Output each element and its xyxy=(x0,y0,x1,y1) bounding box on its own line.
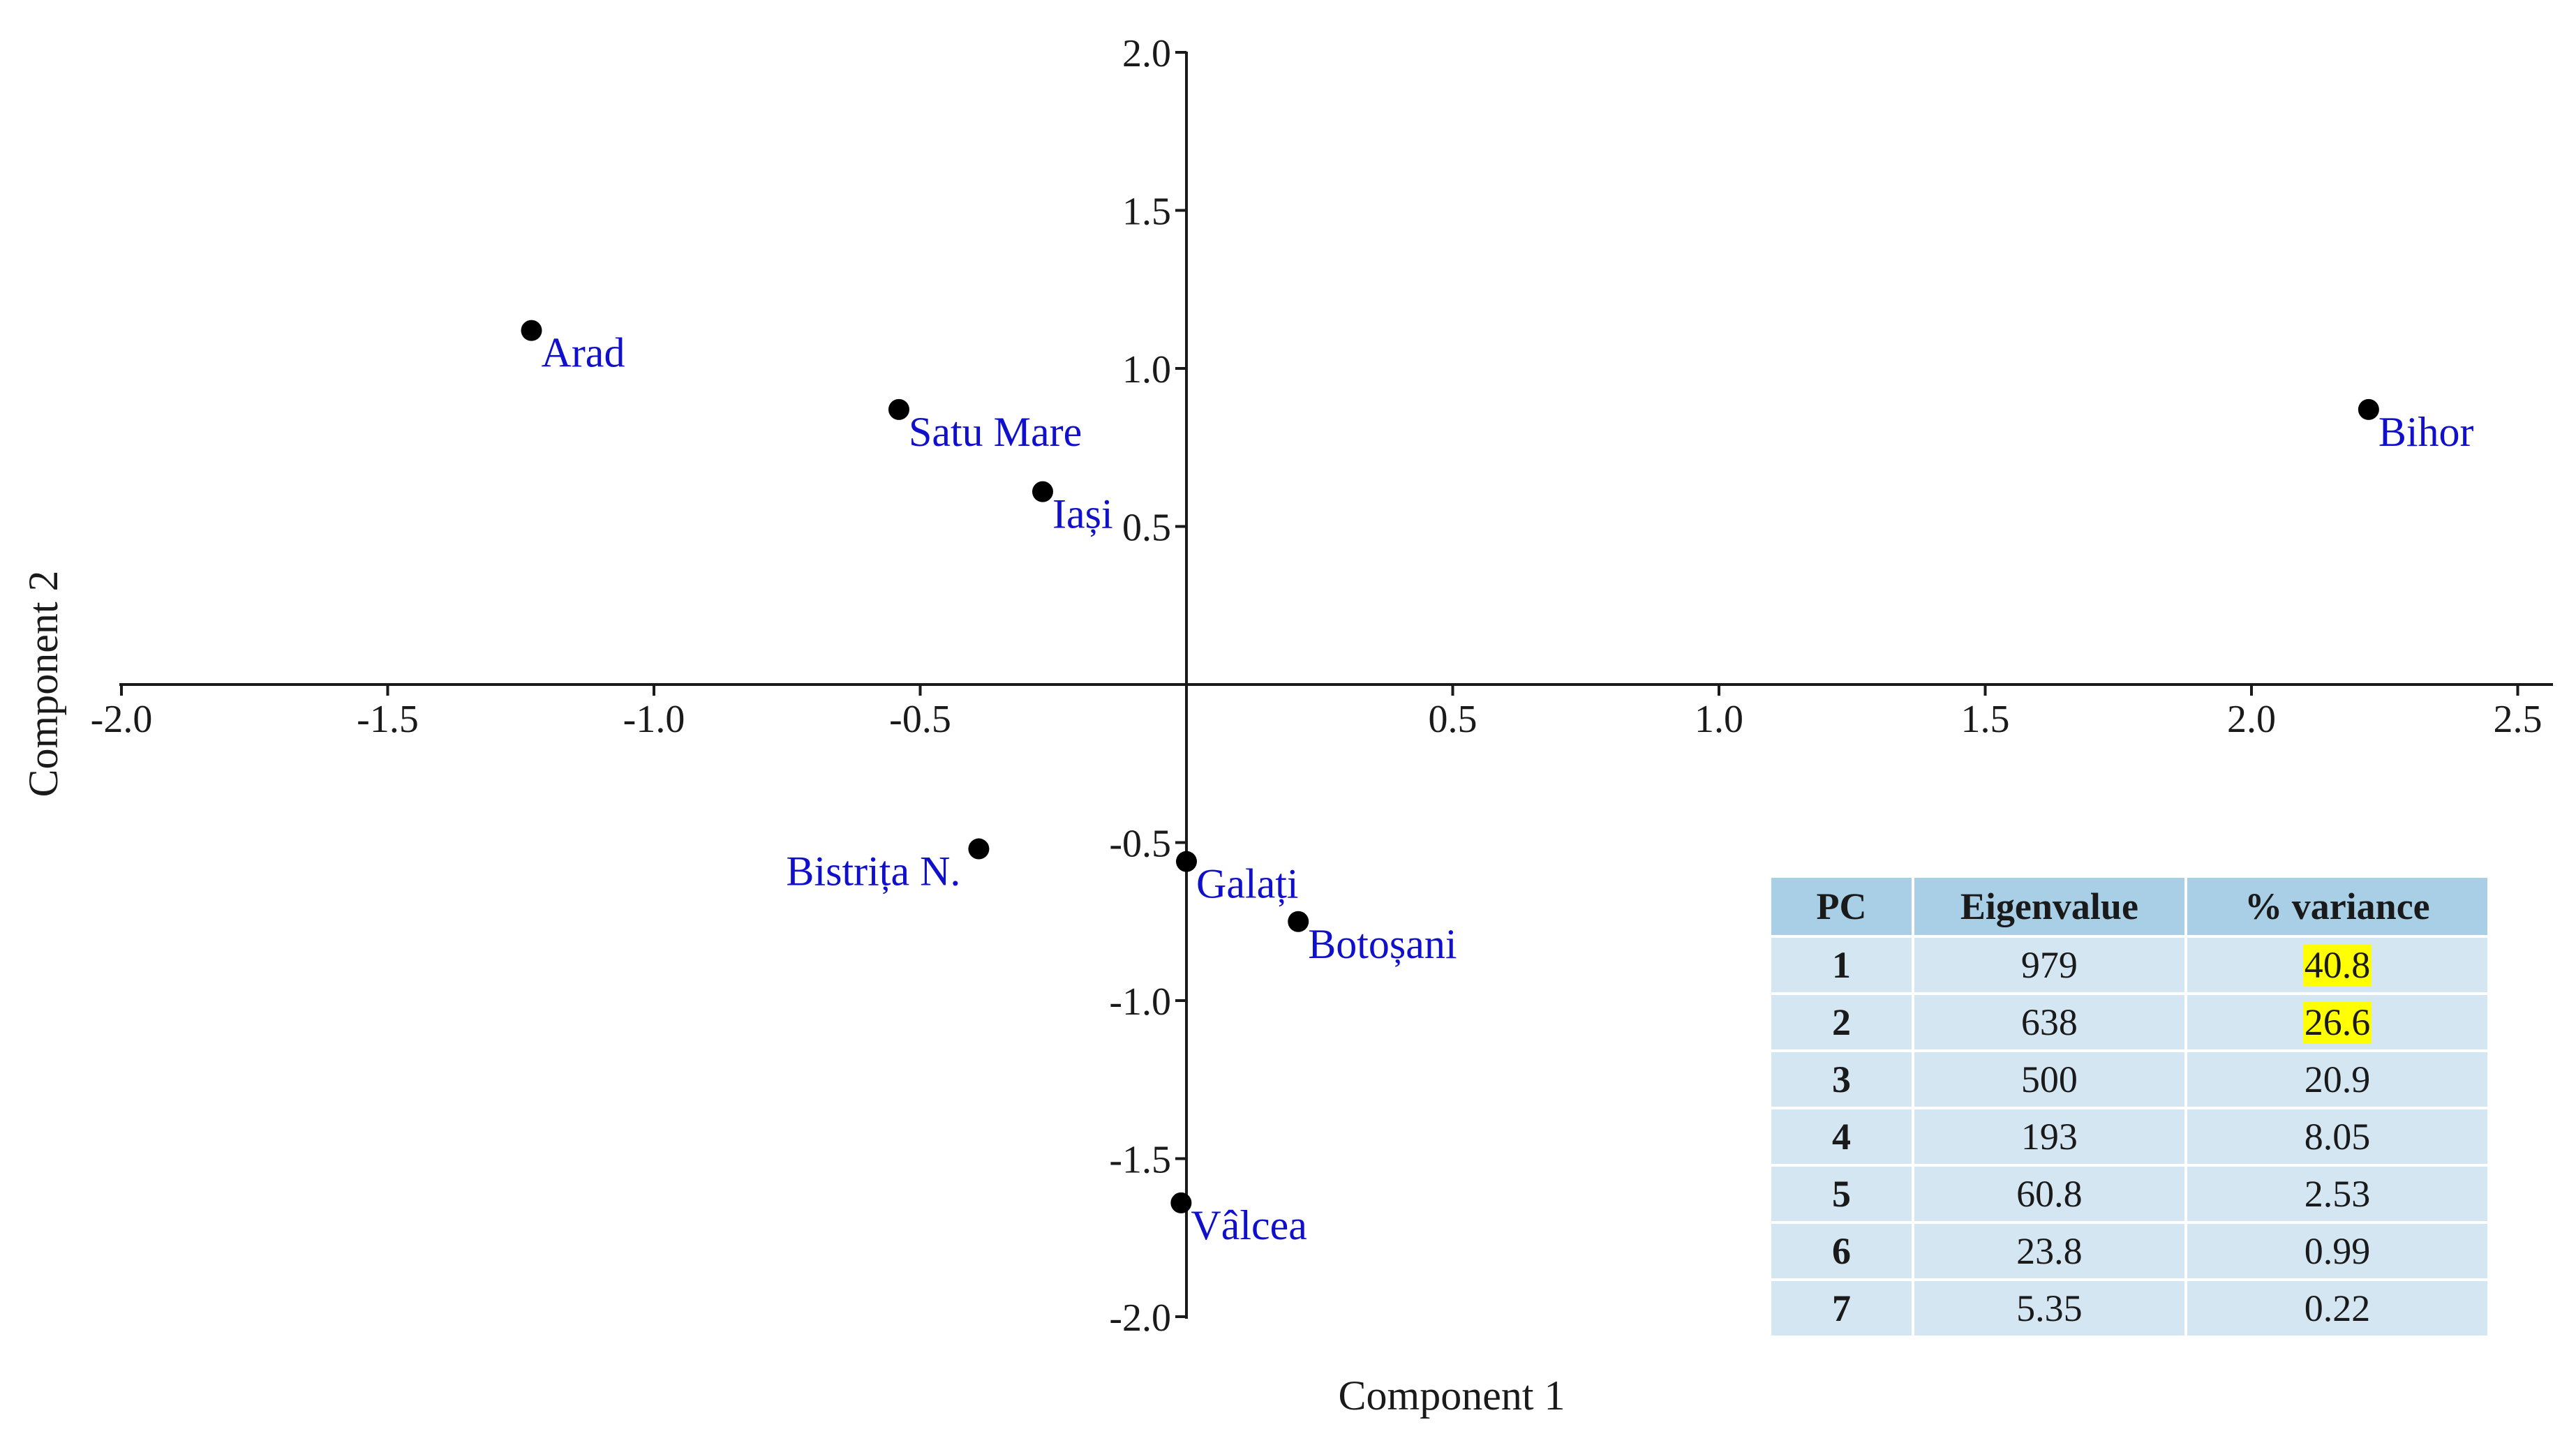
eigenvalue-cell: 979 xyxy=(1911,935,2187,995)
y-tick-label: -0.5 xyxy=(1109,823,1171,866)
x-tick-label: -1.5 xyxy=(357,698,419,741)
y-axis-title: Component 2 xyxy=(20,571,66,798)
data-point xyxy=(968,838,990,860)
variance-cell: 26.6 xyxy=(2184,992,2491,1052)
header-pc: PC xyxy=(1769,875,1914,938)
variance-value: 20.9 xyxy=(2304,1059,2371,1100)
y-tick-label: 0.5 xyxy=(1122,507,1171,550)
axes xyxy=(119,52,2553,1319)
table-row: 6 23.8 0.99 xyxy=(1769,1221,2491,1281)
variance-cell: 40.8 xyxy=(2184,935,2491,995)
x-tick-label: 1.0 xyxy=(1695,698,1743,741)
x-tick-label: -0.5 xyxy=(889,698,951,741)
x-tick-label: -2.0 xyxy=(91,698,153,741)
point-label: Satu Mare xyxy=(909,409,1082,455)
eigenvalue-cell: 638 xyxy=(1911,992,2187,1052)
table-row: 2 638 26.6 xyxy=(1769,992,2491,1052)
variance-value: 40.8 xyxy=(2302,944,2372,986)
variance-cell: 8.05 xyxy=(2184,1107,2491,1167)
table-header-row: PC Eigenvalue % variance xyxy=(1769,875,2491,938)
variance-value: 26.6 xyxy=(2302,1001,2372,1043)
eigenvalue-table: PC Eigenvalue % variance 1 979 40.8 2 638 26.… xyxy=(1769,875,2491,1338)
y-tick-label: -1.0 xyxy=(1109,980,1171,1024)
eigenvalue-cell: 193 xyxy=(1911,1107,2187,1167)
axis-ticks: -2.0 -1.5 -1.0 -0.5 0.5 1.0 1.5 2.0 2.5 2.0 1.5 1.0… xyxy=(91,32,2543,1340)
x-axis-title: Component 1 xyxy=(1339,1373,1565,1419)
data-point xyxy=(1032,481,1053,502)
pc-cell: 1 xyxy=(1769,935,1914,995)
data-point xyxy=(521,320,542,341)
y-tick-label: -1.5 xyxy=(1109,1139,1171,1182)
table-row: 5 60.8 2.53 xyxy=(1769,1164,2491,1224)
pc-cell: 2 xyxy=(1769,992,1914,1052)
point-label: Bistrița N. xyxy=(786,848,960,895)
point-label: Vâlcea xyxy=(1191,1202,1307,1248)
eigenvalue-cell: 23.8 xyxy=(1911,1221,2187,1281)
variance-value: 8.05 xyxy=(2304,1116,2371,1158)
y-tick-label: 1.5 xyxy=(1122,190,1171,234)
pc-cell: 5 xyxy=(1769,1164,1914,1224)
y-tick-label: -2.0 xyxy=(1109,1296,1171,1340)
data-point xyxy=(1170,1192,1192,1213)
point-label: Arad xyxy=(542,330,625,376)
variance-cell: 2.53 xyxy=(2184,1164,2491,1224)
eigenvalue-cell: 5.35 xyxy=(1911,1278,2187,1338)
eigenvalue-cell: 500 xyxy=(1911,1049,2187,1109)
variance-value: 0.22 xyxy=(2304,1287,2371,1329)
variance-value: 2.53 xyxy=(2304,1173,2371,1215)
point-label: Botoșani xyxy=(1308,921,1457,967)
pc-cell: 7 xyxy=(1769,1278,1914,1338)
table-row: 4 193 8.05 xyxy=(1769,1107,2491,1167)
point-label: Bihor xyxy=(2378,409,2474,455)
variance-cell: 0.22 xyxy=(2184,1278,2491,1338)
pc-cell: 6 xyxy=(1769,1221,1914,1281)
header-eigenvalue: Eigenvalue xyxy=(1911,875,2187,938)
data-point xyxy=(1176,851,1197,872)
x-tick-label: 0.5 xyxy=(1429,698,1477,741)
data-points: Arad Satu Mare Iași Bihor Bistrița N. GalațiB… xyxy=(521,320,2474,1248)
variance-cell: 20.9 xyxy=(2184,1049,2491,1109)
x-tick-label: -1.0 xyxy=(623,698,685,741)
y-tick-label: 1.0 xyxy=(1122,348,1171,391)
header-variance: % variance xyxy=(2184,875,2491,938)
table-row: 1 979 40.8 xyxy=(1769,935,2491,995)
pc-cell: 4 xyxy=(1769,1107,1914,1167)
data-point xyxy=(888,398,909,420)
table-body: 1 979 40.8 2 638 26.6 3 500 20.9 4 193 8.05 5 60.8 2.5… xyxy=(1769,935,2491,1338)
pc-cell: 3 xyxy=(1769,1049,1914,1109)
y-tick-label: 2.0 xyxy=(1122,32,1171,75)
variance-cell: 0.99 xyxy=(2184,1221,2491,1281)
table-row: 3 500 20.9 xyxy=(1769,1049,2491,1109)
x-tick-label: 1.5 xyxy=(1961,698,2010,741)
table-row: 7 5.35 0.22 xyxy=(1769,1278,2491,1338)
eigenvalue-cell: 60.8 xyxy=(1911,1164,2187,1224)
data-point xyxy=(1288,911,1309,932)
x-tick-label: 2.5 xyxy=(2494,698,2543,741)
point-label: Galați xyxy=(1196,861,1299,907)
x-tick-label: 2.0 xyxy=(2227,698,2276,741)
variance-value: 0.99 xyxy=(2304,1230,2371,1272)
data-point xyxy=(2358,398,2379,420)
point-label: Iași xyxy=(1052,491,1113,537)
